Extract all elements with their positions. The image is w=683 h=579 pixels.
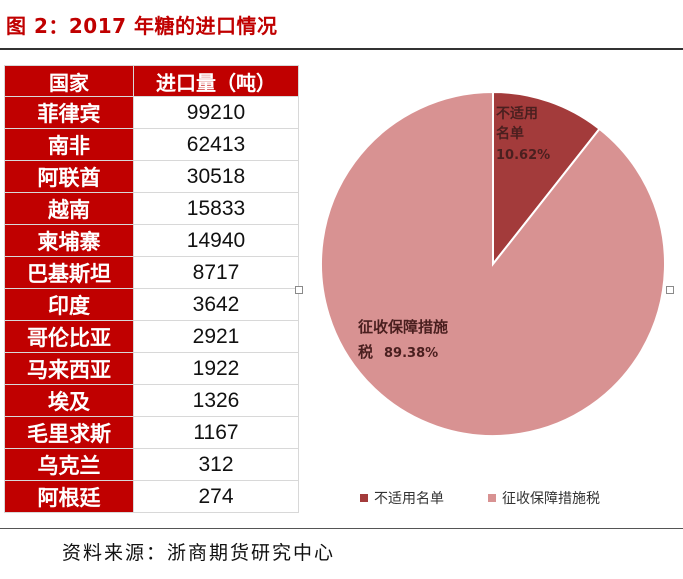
table-row: 菲律宾 99210 bbox=[4, 96, 299, 129]
country-cell: 巴基斯坦 bbox=[4, 256, 134, 289]
table-row: 阿联酋 30518 bbox=[4, 160, 299, 193]
country-cell: 阿联酋 bbox=[4, 160, 134, 193]
country-cell: 菲律宾 bbox=[4, 96, 134, 129]
legend-item-1: 征收保障措施税 bbox=[488, 488, 600, 508]
header-volume: 进口量（吨） bbox=[133, 65, 299, 97]
pie-slice-1 bbox=[320, 90, 666, 437]
volume-cell: 1167 bbox=[133, 416, 299, 449]
country-cell: 柬埔寨 bbox=[4, 224, 134, 257]
table-row: 哥伦比亚 2921 bbox=[4, 320, 299, 353]
legend-item-0: 不适用名单 bbox=[360, 488, 444, 508]
volume-cell: 1922 bbox=[133, 352, 299, 385]
legend-label-1: 征收保障措施税 bbox=[502, 491, 600, 507]
volume-cell: 312 bbox=[133, 448, 299, 481]
country-cell: 越南 bbox=[4, 192, 134, 225]
volume-cell: 99210 bbox=[133, 96, 299, 129]
legend-label-0: 不适用名单 bbox=[374, 491, 444, 507]
figure-title: 图 2：2017 年糖的进口情况 bbox=[6, 14, 278, 38]
volume-cell: 8717 bbox=[133, 256, 299, 289]
table-header-row: 国家 进口量（吨） bbox=[4, 65, 299, 97]
import-table: 国家 进口量（吨） 菲律宾 99210 南非 62413 阿联酋 30518 越南 15833… bbox=[4, 65, 299, 513]
country-cell: 马来西亚 bbox=[4, 352, 134, 385]
pie-slice-0 bbox=[492, 90, 601, 267]
pie-label-1: 征收保障措施税 bbox=[358, 318, 448, 361]
volume-cell: 274 bbox=[133, 480, 299, 513]
volume-cell: 15833 bbox=[133, 192, 299, 225]
volume-cell: 62413 bbox=[133, 128, 299, 161]
table-row: 越南 15833 bbox=[4, 192, 299, 225]
table-row: 毛里求斯 1167 bbox=[4, 416, 299, 449]
volume-cell: 30518 bbox=[133, 160, 299, 193]
legend-swatch-0 bbox=[360, 494, 368, 502]
pie-percent-1: 89.38% bbox=[384, 346, 438, 361]
table-row: 南非 62413 bbox=[4, 128, 299, 161]
volume-cell: 2921 bbox=[133, 320, 299, 353]
source-note: 资料来源：浙商期货研究中心 bbox=[62, 542, 336, 564]
table-row: 柬埔寨 14940 bbox=[4, 224, 299, 257]
country-cell: 南非 bbox=[4, 128, 134, 161]
table-row: 马来西亚 1922 bbox=[4, 352, 299, 385]
pie-label-0: 不适用名单 bbox=[496, 105, 538, 142]
country-cell: 阿根廷 bbox=[4, 480, 134, 513]
top-rule bbox=[0, 48, 683, 50]
table-row: 阿根廷 274 bbox=[4, 480, 299, 513]
country-cell: 埃及 bbox=[4, 384, 134, 417]
table-row: 巴基斯坦 8717 bbox=[4, 256, 299, 289]
country-cell: 毛里求斯 bbox=[4, 416, 134, 449]
volume-cell: 1326 bbox=[133, 384, 299, 417]
pie-chart: 不适用名单 10.62% 征收保障措施税 89.38% bbox=[320, 90, 666, 437]
volume-cell: 3642 bbox=[133, 288, 299, 321]
table-row: 埃及 1326 bbox=[4, 384, 299, 417]
bottom-rule bbox=[0, 528, 683, 529]
country-cell: 印度 bbox=[4, 288, 134, 321]
table-row: 乌克兰 312 bbox=[4, 448, 299, 481]
pie-percent-0: 10.62% bbox=[496, 148, 550, 163]
resize-handle-left[interactable] bbox=[295, 286, 303, 294]
legend-swatch-1 bbox=[488, 494, 496, 502]
table-row: 印度 3642 bbox=[4, 288, 299, 321]
volume-cell: 14940 bbox=[133, 224, 299, 257]
country-cell: 乌克兰 bbox=[4, 448, 134, 481]
header-country: 国家 bbox=[4, 65, 134, 97]
resize-handle-right[interactable] bbox=[666, 286, 674, 294]
country-cell: 哥伦比亚 bbox=[4, 320, 134, 353]
